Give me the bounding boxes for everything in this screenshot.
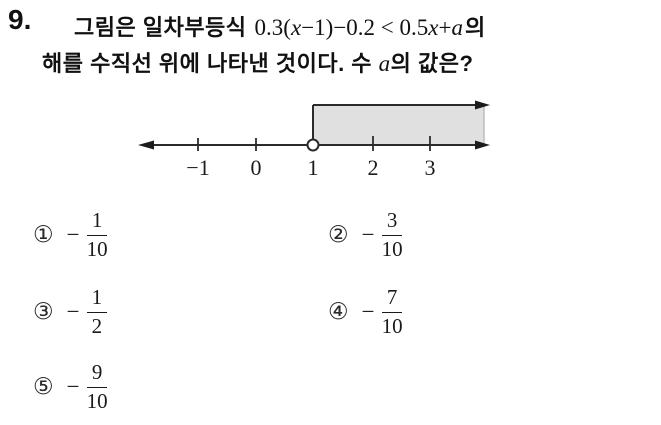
fraction-numerator: 3 — [381, 208, 403, 236]
choice-2-fraction: 3 10 — [382, 208, 403, 261]
fraction-numerator: 1 — [86, 285, 108, 313]
right-arrow-icon — [475, 140, 490, 150]
minus-sign: − — [66, 374, 80, 399]
fraction-numerator: 1 — [86, 208, 108, 236]
choice-3: ③ − 1 2 — [33, 282, 108, 342]
fraction-numerator: 7 — [381, 285, 403, 313]
choice-5-marker: ⑤ — [33, 373, 54, 400]
choice-4: ④ − 7 10 — [328, 282, 403, 342]
problem-number: 9. — [8, 4, 32, 35]
tick-label: 2 — [368, 155, 379, 180]
choice-2: ② − 3 10 — [328, 205, 403, 265]
choice-2-marker: ② — [328, 221, 349, 248]
fraction-denominator: 10 — [381, 236, 403, 261]
tick-label: 3 — [425, 155, 436, 180]
choice-1-fraction: 1 10 — [87, 208, 108, 261]
choice-5: ⑤ − 9 10 — [33, 357, 108, 417]
fraction-numerator: 9 — [86, 360, 108, 388]
choice-1: ① − 1 10 — [33, 205, 108, 265]
choice-4-fraction: 7 10 — [382, 285, 403, 338]
choice-4-marker: ④ — [328, 298, 349, 325]
fraction-denominator: 10 — [86, 236, 108, 261]
minus-sign: − — [361, 299, 375, 324]
choice-1-marker: ① — [33, 221, 54, 248]
inequality-formula: 0.3(x−1)−0.2 < 0.5x+a — [254, 15, 463, 40]
tick-label: 0 — [251, 155, 262, 180]
problem-text-suffix: 의 — [464, 15, 486, 40]
choice-3-fraction: 1 2 — [86, 285, 108, 338]
minus-sign: − — [66, 222, 80, 247]
problem-text-line1: 그림은 일차부등식 0.3(x−1)−0.2 < 0.5x+a의 — [74, 10, 486, 42]
tick-label: −1 — [186, 155, 209, 180]
number-line-figure: −1 0 1 2 3 — [138, 100, 490, 180]
fraction-denominator: 10 — [381, 313, 403, 338]
minus-sign: − — [66, 299, 80, 324]
tick-label: 1 — [308, 155, 319, 180]
fraction-denominator: 2 — [91, 313, 103, 338]
variable-a: a — [378, 51, 391, 76]
shaded-solution-region — [313, 105, 484, 145]
fraction-denominator: 10 — [86, 388, 108, 413]
minus-sign: − — [361, 222, 375, 247]
choice-3-marker: ③ — [33, 298, 54, 325]
open-circle-endpoint — [306, 138, 320, 152]
right-arrow-icon — [475, 100, 490, 110]
left-arrow-icon — [138, 140, 154, 150]
problem-text-prefix: 그림은 일차부등식 — [74, 15, 247, 40]
problem-text-line2: 해를 수직선 위에 나타낸 것이다. 수 a의 값은? — [42, 51, 474, 76]
choice-5-fraction: 9 10 — [87, 360, 108, 413]
